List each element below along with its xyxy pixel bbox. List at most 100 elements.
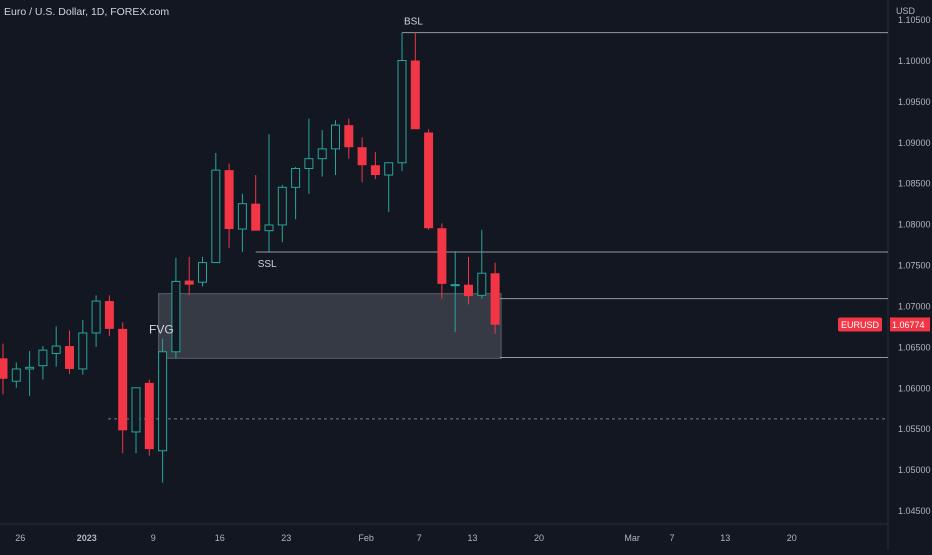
candle — [304, 118, 314, 194]
candle — [198, 256, 207, 287]
candle — [38, 346, 48, 380]
candle-body — [357, 147, 367, 166]
time-tick-label: Mar — [624, 533, 640, 543]
candle-body — [91, 300, 101, 334]
time-tick-label: 2023 — [77, 533, 97, 543]
time-tick-label: 13 — [720, 533, 730, 543]
candle-body — [251, 203, 261, 231]
candle — [450, 251, 460, 333]
time-tick-label: 13 — [467, 533, 477, 543]
candle-body — [424, 132, 434, 229]
candle — [118, 322, 128, 454]
candle — [384, 162, 394, 212]
candle-body — [277, 186, 287, 226]
candle — [490, 262, 500, 334]
candle-body — [304, 158, 314, 170]
price-tick-label: 1.06000 — [898, 383, 931, 393]
candle-body — [477, 272, 487, 296]
candle — [171, 257, 181, 359]
candle — [211, 152, 221, 264]
candle — [144, 379, 154, 456]
candle — [184, 256, 194, 296]
candle — [410, 32, 420, 130]
candle-body — [158, 351, 168, 452]
price-tick-label: 1.10000 — [898, 56, 931, 66]
candle-body — [51, 345, 61, 354]
time-tick-label: Feb — [358, 533, 374, 543]
time-tick-label: 26 — [15, 533, 25, 543]
candle — [397, 32, 407, 171]
candle-body — [11, 368, 21, 382]
candle-body — [331, 124, 340, 150]
candle — [291, 166, 301, 220]
candle-body — [410, 60, 420, 130]
price-tick-label: 1.10500 — [898, 15, 931, 25]
candle-body — [144, 382, 154, 450]
candle-body — [264, 224, 274, 232]
time-tick-label: 16 — [215, 533, 225, 543]
candle — [477, 229, 487, 299]
price-tick-label: 1.09000 — [898, 138, 931, 148]
candle — [131, 387, 141, 454]
candle-body — [291, 168, 301, 188]
candle-body — [25, 366, 35, 370]
candle — [277, 184, 287, 243]
current-price-label: 1.06774 — [892, 320, 925, 330]
time-tick-label: 9 — [151, 533, 156, 543]
annotation-label-ssl: SSL — [258, 259, 277, 270]
candle — [104, 295, 114, 337]
candle-body — [38, 349, 48, 367]
candle-body — [397, 60, 407, 164]
candle — [344, 118, 354, 159]
candle — [65, 330, 74, 374]
price-tick-label: 1.07000 — [898, 301, 931, 311]
price-tick-label: 1.04500 — [898, 506, 931, 516]
candle-body — [184, 280, 194, 285]
candle-body — [131, 387, 141, 433]
candle-body — [450, 284, 460, 287]
candle — [51, 326, 61, 367]
candle-body — [384, 162, 394, 176]
candle — [0, 343, 8, 395]
candle-body — [104, 301, 114, 329]
time-tick-label: 7 — [417, 533, 422, 543]
candle — [224, 163, 234, 248]
current-price-badge — [890, 317, 930, 332]
fvg-zone — [158, 293, 502, 359]
candle-body — [171, 280, 181, 353]
time-tick-label: 23 — [281, 533, 291, 543]
candle-body — [198, 262, 207, 283]
time-tick-label: 20 — [534, 533, 544, 543]
annotation-label-bsl: BSL — [404, 17, 423, 28]
time-tick-label: 7 — [669, 533, 674, 543]
price-tick-label: 1.08500 — [898, 179, 931, 189]
candle — [11, 362, 21, 388]
price-tick-label: 1.07500 — [898, 261, 931, 271]
candle-body — [490, 273, 500, 325]
candle-body — [237, 203, 247, 230]
candle — [464, 256, 473, 305]
candle — [237, 193, 247, 252]
candle-body — [65, 346, 74, 369]
candle-body — [0, 358, 8, 379]
current-symbol-badge — [838, 317, 882, 332]
candle — [78, 319, 88, 375]
candle-body — [118, 328, 128, 431]
price-tick-label: 1.06500 — [898, 342, 931, 352]
candle — [264, 134, 274, 252]
time-tick-label: 20 — [787, 533, 797, 543]
currency-unit-label: USD — [896, 6, 916, 16]
candle — [370, 152, 380, 180]
candle-body — [344, 125, 354, 148]
current-symbol-label: EURUSD — [841, 320, 880, 330]
candle — [158, 338, 168, 483]
candle — [251, 175, 261, 231]
candle-body — [317, 148, 327, 160]
candle — [91, 295, 101, 347]
candle — [331, 120, 340, 176]
candle-body — [78, 332, 88, 370]
candle — [357, 137, 367, 183]
candle-body — [464, 284, 473, 297]
